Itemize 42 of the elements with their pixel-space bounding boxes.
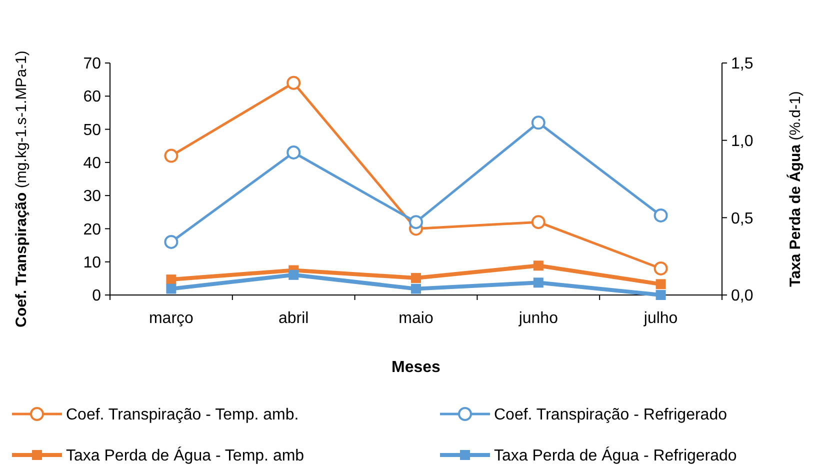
point — [654, 208, 668, 222]
y-axis-title: Coef. Transpiração (mg.kg-1.s-1.MPa-1) — [13, 50, 30, 328]
point — [164, 234, 178, 249]
y2-tick-label: 0,5 — [731, 210, 754, 228]
point — [166, 274, 176, 285]
y2-tick-label: 1,5 — [731, 56, 754, 73]
x-tick-label: julho — [642, 310, 678, 327]
point — [286, 76, 301, 90]
legend-label: Coef. Transpiração - Refrigerado — [494, 406, 728, 424]
y-tick-label: 60 — [83, 88, 102, 106]
point — [411, 272, 421, 283]
y-tick-label: 70 — [83, 56, 102, 73]
legend-label: Coef. Transpiração - Temp. amb. — [66, 406, 299, 424]
y-tick-label: 40 — [83, 155, 102, 172]
point — [409, 215, 423, 230]
y-tick-label: 0 — [92, 288, 102, 305]
point — [531, 215, 546, 230]
point — [533, 260, 544, 271]
legend-label: Taxa Perda de Água - Temp. amb — [66, 446, 304, 465]
point — [656, 279, 666, 290]
x-tick-label: maio — [398, 310, 434, 327]
point — [166, 284, 176, 294]
y2-tick-label: 0,0 — [731, 288, 754, 305]
y-tick-label: 20 — [83, 221, 102, 238]
x-tick-label: abril — [278, 310, 309, 327]
y-tick-label: 30 — [83, 188, 102, 206]
y2-axis-title: Taxa Perda de Água (%.d-1) — [786, 91, 804, 287]
point — [411, 284, 421, 294]
x-axis-title: Meses — [392, 359, 441, 376]
point — [288, 270, 299, 280]
y-tick-label: 50 — [83, 122, 102, 139]
legend-label: Taxa Perda de Água - Refrigerado — [494, 446, 737, 465]
x-tick-label: junho — [518, 310, 558, 327]
x-tick-label: março — [148, 310, 194, 327]
y-tick-label: 10 — [83, 254, 102, 272]
point — [533, 278, 544, 288]
point — [286, 145, 301, 160]
point — [164, 148, 178, 163]
point — [531, 116, 546, 130]
point — [656, 290, 666, 300]
y2-tick-label: 1,0 — [731, 132, 754, 150]
point — [654, 261, 668, 276]
